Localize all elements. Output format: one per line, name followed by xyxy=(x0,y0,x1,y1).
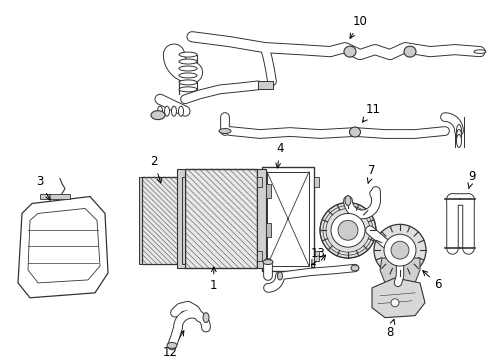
Bar xyxy=(266,184,271,198)
Ellipse shape xyxy=(167,342,177,348)
Text: 5: 5 xyxy=(309,255,325,276)
Bar xyxy=(314,251,319,261)
Bar xyxy=(266,223,271,237)
Ellipse shape xyxy=(219,129,231,134)
Polygon shape xyxy=(372,278,425,318)
Text: 2: 2 xyxy=(150,155,162,183)
Ellipse shape xyxy=(277,272,283,280)
Bar xyxy=(257,177,262,186)
Ellipse shape xyxy=(345,195,351,206)
Ellipse shape xyxy=(344,46,356,57)
Ellipse shape xyxy=(349,127,361,137)
Ellipse shape xyxy=(384,234,416,266)
Text: 9: 9 xyxy=(468,170,476,189)
Polygon shape xyxy=(18,197,108,298)
Polygon shape xyxy=(28,208,100,283)
Ellipse shape xyxy=(179,52,197,57)
Bar xyxy=(267,172,309,266)
Ellipse shape xyxy=(457,135,462,147)
Ellipse shape xyxy=(404,46,416,57)
Ellipse shape xyxy=(203,313,209,323)
Bar xyxy=(257,251,262,261)
Ellipse shape xyxy=(179,73,197,78)
Ellipse shape xyxy=(474,50,486,53)
Ellipse shape xyxy=(179,59,197,64)
Ellipse shape xyxy=(263,260,273,265)
Bar xyxy=(142,177,182,264)
Text: 6: 6 xyxy=(423,271,442,291)
Text: 13: 13 xyxy=(311,247,325,265)
Bar xyxy=(177,169,185,268)
Ellipse shape xyxy=(457,125,462,138)
Ellipse shape xyxy=(172,106,176,116)
Ellipse shape xyxy=(351,265,359,271)
Ellipse shape xyxy=(457,130,462,143)
Ellipse shape xyxy=(179,87,197,92)
Bar xyxy=(139,177,142,264)
Text: 7: 7 xyxy=(368,164,376,183)
Bar xyxy=(40,194,70,198)
Ellipse shape xyxy=(178,106,183,116)
Ellipse shape xyxy=(157,106,163,116)
Ellipse shape xyxy=(179,66,197,71)
Ellipse shape xyxy=(338,220,358,240)
Ellipse shape xyxy=(331,213,365,247)
Bar xyxy=(262,167,314,271)
Ellipse shape xyxy=(179,80,197,85)
Text: 11: 11 xyxy=(363,103,381,122)
Bar xyxy=(182,177,185,264)
Bar xyxy=(185,169,257,268)
Text: 1: 1 xyxy=(210,267,218,292)
Text: 12: 12 xyxy=(163,331,184,359)
Bar xyxy=(258,81,273,89)
Ellipse shape xyxy=(391,241,409,259)
Bar xyxy=(257,169,266,268)
Text: 8: 8 xyxy=(386,319,395,339)
Bar xyxy=(314,177,319,186)
Polygon shape xyxy=(380,258,420,283)
Ellipse shape xyxy=(391,299,399,307)
Text: 10: 10 xyxy=(350,15,368,39)
Text: 4: 4 xyxy=(276,143,284,168)
Text: 3: 3 xyxy=(36,175,50,200)
Ellipse shape xyxy=(151,111,165,120)
Ellipse shape xyxy=(374,224,426,276)
Ellipse shape xyxy=(320,202,376,258)
Ellipse shape xyxy=(165,106,170,116)
